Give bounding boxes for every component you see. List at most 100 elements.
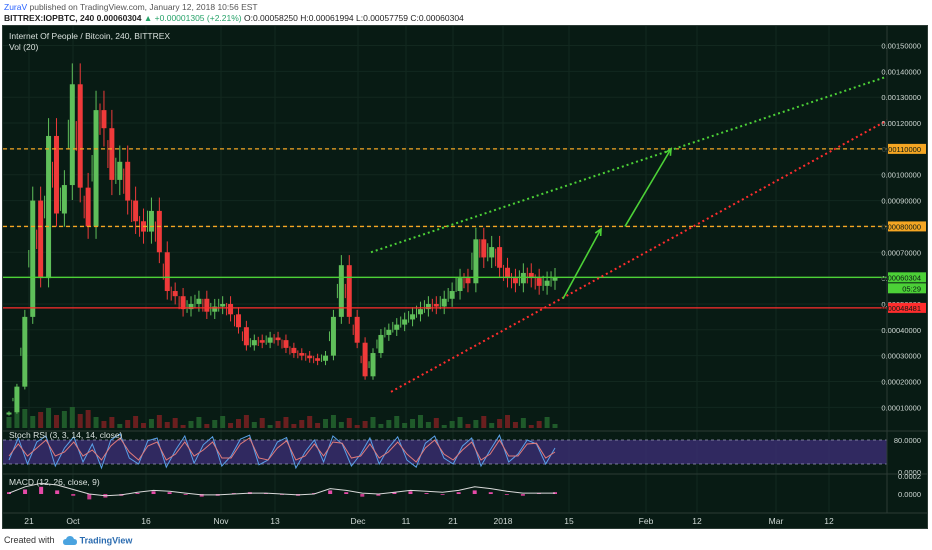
volume-bar [156, 415, 162, 428]
volume-bar [354, 425, 360, 428]
candle-body [473, 239, 479, 284]
candle-body [394, 324, 400, 330]
candle-body [148, 210, 154, 232]
volume-bar [338, 422, 344, 428]
volume-bar [30, 416, 36, 428]
y-tick-label: 0.00090000 [881, 197, 921, 206]
x-tick-label: 12 [824, 516, 834, 526]
volume-bar [473, 420, 479, 428]
volume-bar [299, 420, 305, 428]
candle-body [520, 272, 526, 284]
candle-body [528, 272, 534, 279]
macd-histogram-bar [151, 491, 156, 494]
volume-bar [362, 421, 368, 428]
volume-bar [417, 415, 423, 428]
volume-bar [449, 421, 455, 428]
volume-bar [85, 410, 91, 428]
candle-body [449, 291, 455, 299]
volume-bar [275, 421, 281, 428]
ohlc-values: O:0.00058250 H:0.00061994 L:0.00057759 C… [244, 13, 464, 23]
candle-body [291, 347, 297, 354]
x-tick-label: 2018 [494, 516, 513, 526]
x-tick-label: 21 [24, 516, 34, 526]
volume-bar [410, 419, 416, 428]
candle-body [46, 135, 52, 279]
candle-body [85, 187, 91, 227]
author-link[interactable]: ZuraV [4, 2, 28, 12]
candle-body [402, 319, 408, 325]
candle-body [30, 200, 36, 317]
candle-body [220, 303, 226, 307]
macd-histogram-bar [504, 494, 509, 495]
candle-body [101, 110, 107, 129]
candle-body [93, 110, 99, 227]
candle-body [283, 340, 289, 348]
candle-body [330, 316, 336, 356]
trendline-lower [390, 119, 888, 393]
candle-body [251, 340, 257, 346]
volume-bar [425, 422, 431, 428]
candle-body [536, 278, 542, 286]
volume-bar [228, 423, 234, 428]
candle-body [259, 340, 265, 343]
volume-bar [125, 420, 131, 428]
macd-histogram-bar [344, 492, 349, 494]
y-tick-label: 0.00070000 [881, 248, 921, 257]
chart-svg[interactable]: 80.00000.0000 0.00020.0000 21 Oct 16 Nov 13 D… [3, 26, 927, 528]
macd-tick-label: 0.0002 [898, 472, 921, 481]
candle-body [133, 200, 139, 222]
volume-bar [212, 420, 218, 428]
y-tick-label: 0.00020000 [881, 377, 921, 386]
tradingview-brand[interactable]: TradingView [79, 535, 133, 546]
published-text: published on TradingView.com, January 12… [29, 2, 258, 12]
volume-bar [235, 419, 241, 428]
macd-line [8, 482, 555, 497]
candle-body [172, 291, 178, 297]
countdown-label: 05:29 [902, 284, 921, 293]
macd-histogram-bar [328, 490, 333, 494]
volume-bar [22, 409, 28, 428]
y-tick-label: 0.00030000 [881, 352, 921, 361]
macd-tick-label: 0.0000 [898, 490, 921, 499]
volume-bar [109, 417, 115, 428]
volume-bar [528, 425, 534, 428]
candle-body [552, 277, 558, 281]
macd-histogram-bar [440, 494, 445, 495]
volume-bar [101, 421, 107, 428]
candle-body [61, 185, 67, 214]
macd-histogram-bar [135, 493, 140, 494]
candle-body [180, 296, 186, 310]
x-tick-label: Dec [350, 516, 366, 526]
quote-bar: BITTREX:IOPBTC, 240 0.00060304 ▲ +0.0000… [4, 13, 464, 23]
candle-body [117, 161, 123, 180]
price-change: ▲ +0.00001305 (+2.21%) [143, 13, 242, 23]
volume-bar [489, 423, 495, 428]
candle-body [354, 316, 360, 343]
candle-body [323, 355, 329, 361]
stoch-tick-label: 0.0000 [898, 468, 921, 477]
macd-histogram-bar [55, 490, 60, 494]
trendline-upper [370, 75, 888, 254]
tradingview-cloud-icon [63, 535, 78, 545]
candle-body [315, 358, 321, 361]
macd-histogram-bar [424, 493, 429, 494]
macd-histogram-bar [488, 492, 493, 494]
stoch-band [3, 440, 887, 464]
volume-bar [220, 416, 226, 428]
countdown-tag [888, 283, 926, 294]
volume-bar [552, 424, 558, 428]
candle-body [489, 247, 495, 258]
stoch-label: Stoch RSI (3, 3, 14, 14, close) [9, 430, 123, 440]
volume-bar [441, 425, 447, 428]
volume-bar [204, 424, 210, 428]
candle-body [346, 265, 352, 317]
projection-arrow [624, 148, 672, 227]
y-tick-label: 0.00010000 [881, 403, 921, 412]
chart-panel[interactable]: 80.0000 0.0000 0.0002 0.0000 21 Oct 16 Nov 13 D… [2, 25, 928, 529]
candle-body [338, 265, 344, 317]
candle-body [481, 239, 487, 258]
volume-bar [505, 415, 511, 428]
candle-body [109, 128, 115, 180]
volume-bar [180, 425, 186, 428]
symbol-label: BITTREX:IOPBTC, 240 [4, 13, 95, 23]
